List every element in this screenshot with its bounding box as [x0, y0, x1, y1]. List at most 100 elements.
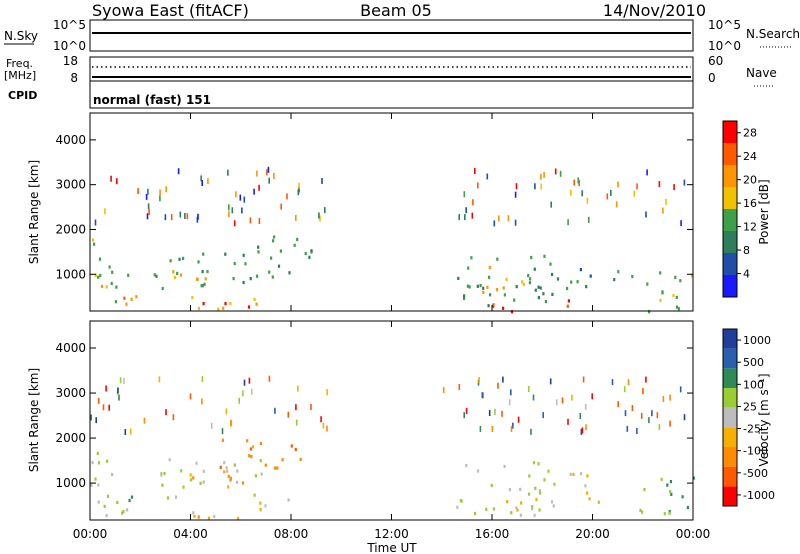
data-cell	[517, 416, 520, 423]
data-cell	[580, 428, 583, 435]
data-cell	[116, 178, 118, 185]
data-cell	[223, 470, 226, 474]
data-cell	[165, 186, 167, 193]
data-cell	[201, 180, 203, 186]
data-cell	[158, 376, 161, 383]
data-cell	[547, 469, 550, 473]
data-cell	[520, 501, 523, 505]
data-cell	[228, 211, 230, 218]
data-cell	[642, 388, 644, 395]
data-cell	[624, 410, 627, 417]
data-cell	[502, 306, 505, 310]
data-cell	[521, 280, 524, 284]
data-cell	[476, 284, 479, 288]
data-cell	[268, 375, 271, 382]
data-cell	[201, 376, 204, 383]
data-cell	[296, 237, 299, 241]
data-cell	[519, 487, 522, 491]
data-cell	[123, 296, 126, 300]
data-cell	[135, 295, 138, 299]
data-cell	[527, 274, 530, 278]
data-cell	[182, 256, 185, 260]
data-cell	[528, 386, 530, 392]
y-tick-label: 2000	[55, 431, 86, 445]
data-cell	[673, 184, 675, 191]
x-tick-label: 04:00	[173, 527, 208, 541]
data-cell	[543, 254, 546, 258]
data-cell	[210, 422, 213, 429]
data-cell	[199, 481, 202, 485]
data-cell	[584, 403, 587, 410]
data-cell	[264, 504, 267, 508]
data-cell	[264, 463, 267, 467]
data-cell	[258, 218, 261, 224]
data-cell	[225, 408, 228, 415]
data-cell	[672, 294, 675, 298]
data-cell	[543, 478, 546, 482]
data-cell	[104, 208, 106, 215]
data-cell	[119, 377, 122, 384]
data-cell	[522, 282, 525, 287]
data-cell	[496, 257, 499, 261]
data-cell	[542, 292, 545, 296]
data-cell	[237, 516, 240, 520]
data-cell	[254, 474, 257, 478]
data-cell	[679, 279, 682, 283]
power-colorbar-label: Power [dB]	[757, 179, 771, 244]
data-cell	[486, 285, 489, 289]
data-cell	[533, 513, 536, 517]
data-cell	[690, 274, 694, 278]
data-cell	[561, 397, 564, 404]
nsky-left-tick-top: 10^5	[53, 18, 86, 32]
data-cell	[229, 476, 232, 480]
data-cell	[174, 275, 177, 279]
nsearch-right-tick-bottom: 10^0	[708, 39, 741, 53]
data-cell	[259, 459, 262, 463]
x-tick-label: 12:00	[374, 527, 409, 541]
data-cell	[631, 274, 634, 279]
data-cell	[613, 278, 616, 282]
data-cell	[581, 427, 584, 434]
data-cell	[297, 189, 300, 196]
data-cell	[472, 199, 474, 206]
data-cell	[551, 272, 554, 277]
data-cell	[471, 212, 474, 219]
power-colorbar: 4 8 12 16 20 24 28	[722, 120, 757, 298]
data-cell	[202, 252, 205, 256]
data-cell	[670, 492, 673, 496]
data-cell	[130, 495, 134, 499]
data-cell	[554, 168, 557, 175]
data-cell	[257, 245, 260, 249]
data-cell	[94, 219, 97, 226]
data-cell	[617, 270, 620, 274]
data-cell	[501, 410, 503, 417]
data-cell	[648, 310, 651, 314]
data-cell	[519, 513, 522, 517]
data-cell	[116, 500, 119, 505]
data-cell	[274, 407, 276, 414]
data-cell	[474, 511, 477, 516]
data-cell	[556, 399, 558, 406]
data-cell	[98, 257, 102, 261]
data-cell	[513, 298, 516, 302]
data-cell	[463, 412, 465, 419]
colorbar-segment	[723, 165, 737, 187]
data-cell	[108, 404, 110, 411]
data-cell	[559, 170, 562, 177]
data-cell	[232, 277, 235, 281]
data-cell	[145, 193, 148, 200]
data-cell	[476, 469, 480, 473]
colorbar-tick-label: 100	[743, 378, 764, 391]
data-cell	[298, 182, 300, 189]
colorbar-segment	[723, 388, 737, 408]
nsearch-right-tick-top: 10^5	[708, 18, 741, 32]
colorbar-tick-label: 24	[743, 150, 757, 163]
data-cell	[295, 214, 297, 221]
data-cell	[550, 201, 552, 208]
data-cell	[617, 401, 619, 408]
data-cell	[482, 286, 485, 290]
data-cell	[172, 270, 175, 274]
data-cell	[479, 284, 482, 288]
data-cell	[486, 173, 489, 180]
